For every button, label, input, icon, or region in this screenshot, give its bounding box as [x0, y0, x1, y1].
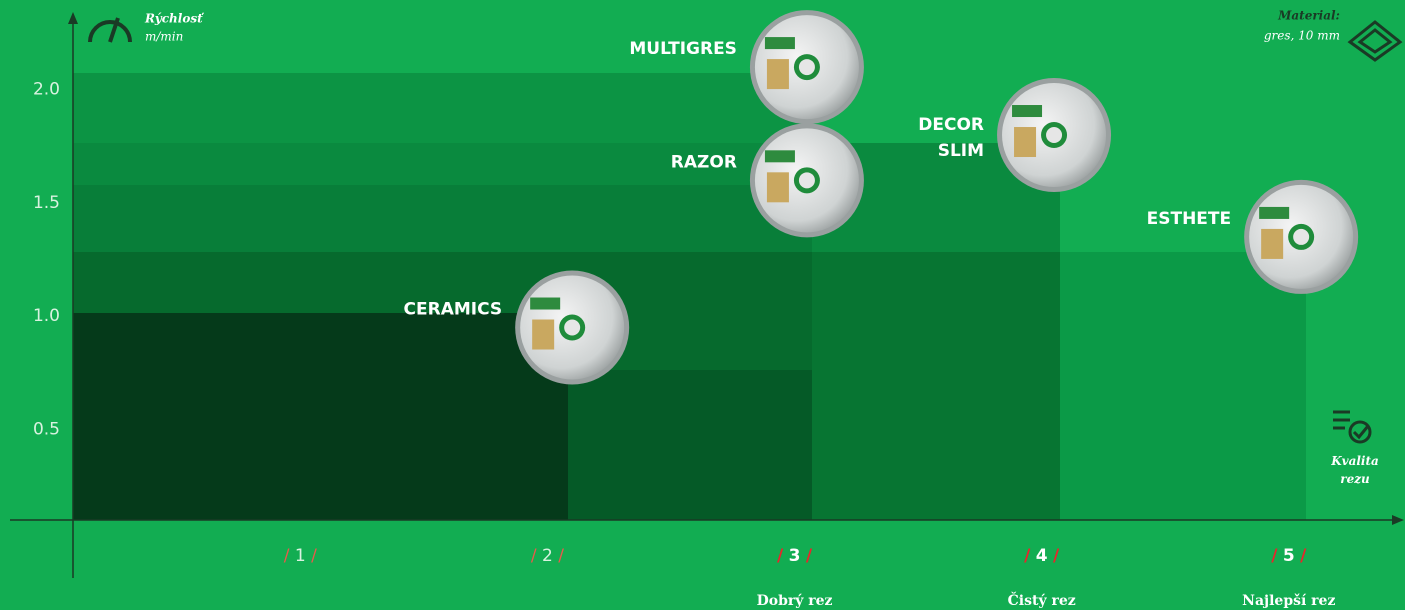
- blade-disk: [515, 270, 630, 385]
- disk-sticker: [1261, 228, 1284, 259]
- axes: [10, 20, 1395, 578]
- product-label: RAZOR: [671, 152, 737, 172]
- blade-disk: [997, 78, 1112, 193]
- product-label: CERAMICS: [404, 300, 503, 320]
- disk-sticker: [766, 59, 789, 90]
- tick-number: 1: [295, 546, 306, 566]
- y-tick-label: 0.5: [33, 419, 60, 439]
- x-tick-label: / 5 /: [1271, 546, 1307, 566]
- x-arrow: [1392, 515, 1404, 525]
- disk-sticker: [1014, 127, 1037, 158]
- y-arrow: [68, 12, 78, 24]
- tick-separator: /: [777, 546, 784, 566]
- background-steps: [73, 73, 1306, 520]
- tick-separator: /: [531, 546, 537, 566]
- product-label: ESTHETE: [1147, 209, 1232, 229]
- quality-label: Dobrý rez: [757, 592, 833, 609]
- x-tick-label: / 2 /: [531, 546, 564, 566]
- quality-icon: [1333, 410, 1372, 444]
- x-label-box: Kvalita rezu: [1331, 454, 1379, 486]
- disk-sticker: [766, 172, 789, 203]
- product-label: DECOR SLIM: [918, 115, 984, 161]
- disk-sticker: [764, 37, 795, 50]
- material-label: Material:: [1277, 9, 1340, 23]
- quality-label: Najlepší rez: [1242, 593, 1335, 609]
- disk-sticker: [1259, 206, 1290, 219]
- disk-sticker: [530, 297, 561, 310]
- tick-separator: /: [284, 546, 290, 566]
- disk-hole: [798, 172, 815, 189]
- tick-number: 4: [1036, 546, 1048, 566]
- tick-separator: /: [1024, 546, 1031, 566]
- quality-label: Čistý rez: [1008, 591, 1076, 609]
- disk-sticker: [764, 150, 795, 163]
- y-unit: m/min: [145, 30, 183, 44]
- tick-separator: /: [311, 546, 317, 566]
- tick-separator: /: [1271, 546, 1278, 566]
- tick-number: 3: [789, 546, 801, 566]
- disk-sticker: [1012, 105, 1043, 118]
- product-label: MULTIGRES: [629, 39, 737, 59]
- x-tick-label: / 4 /: [1024, 546, 1060, 566]
- disk-hole: [1046, 127, 1063, 144]
- disk-sticker: [532, 319, 555, 350]
- x-tick-label: / 3 /: [777, 546, 813, 566]
- y-label: Rýchlosť: [144, 12, 204, 26]
- blade-disk: [749, 123, 864, 238]
- blade-disk: [749, 10, 864, 125]
- material-icon: [1347, 20, 1403, 62]
- material-value: gres, 10 mm: [1264, 29, 1340, 43]
- blade-disk: [1244, 179, 1359, 294]
- disk-hole: [798, 59, 815, 76]
- speed-icon: [88, 17, 132, 43]
- disk-hole: [1293, 228, 1310, 245]
- y-tick-label: 1.0: [33, 306, 60, 326]
- tick-separator: /: [806, 546, 813, 566]
- tick-number: 5: [1283, 546, 1295, 566]
- x-tick-label: / 1 /: [284, 546, 317, 566]
- tick-separator: /: [1053, 546, 1060, 566]
- tick-separator: /: [1300, 546, 1307, 566]
- x-label: Kvalita rezu: [1331, 454, 1379, 486]
- y-tick-label: 1.5: [33, 193, 60, 213]
- tick-number: 2: [542, 546, 553, 566]
- y-tick-label: 2.0: [33, 80, 60, 100]
- disk-hole: [564, 319, 581, 336]
- tick-separator: /: [558, 546, 564, 566]
